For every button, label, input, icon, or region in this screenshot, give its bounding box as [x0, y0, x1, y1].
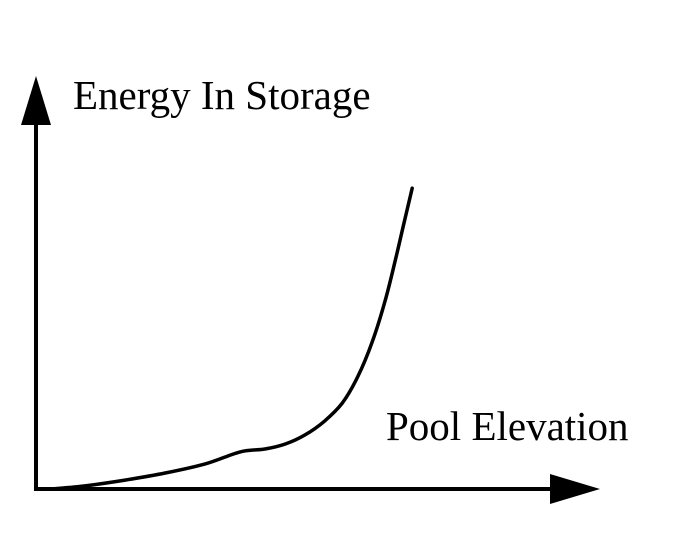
x-axis-label: Pool Elevation — [386, 403, 629, 449]
y-axis-label: Energy In Storage — [73, 72, 371, 118]
y-axis-arrowhead-icon — [21, 76, 51, 125]
energy-storage-curve — [48, 186, 414, 491]
x-axis-arrowhead-icon — [550, 474, 600, 504]
